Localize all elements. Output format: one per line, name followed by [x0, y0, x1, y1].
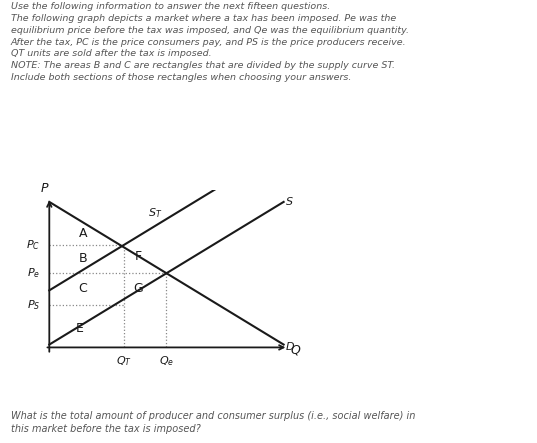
Text: E: E: [75, 322, 83, 334]
Text: B: B: [79, 253, 88, 265]
Text: D: D: [286, 342, 295, 352]
Text: G: G: [134, 283, 143, 295]
Text: $S_T$: $S_T$: [148, 206, 162, 221]
Text: C: C: [79, 283, 88, 295]
Text: What is the total amount of producer and consumer surplus (i.e., social welfare): What is the total amount of producer and…: [11, 411, 415, 434]
Text: $Q_T$: $Q_T$: [117, 354, 132, 368]
Text: S: S: [286, 197, 293, 207]
Text: F: F: [135, 249, 142, 263]
Text: $P_S$: $P_S$: [26, 298, 40, 311]
Text: $P_C$: $P_C$: [26, 238, 40, 252]
Text: Q: Q: [291, 344, 301, 357]
Text: P: P: [41, 182, 48, 195]
Text: $Q_e$: $Q_e$: [159, 354, 174, 368]
Text: $P_e$: $P_e$: [27, 266, 40, 280]
Text: A: A: [79, 227, 88, 240]
Text: Use the following information to answer the next fifteen questions.
The followin: Use the following information to answer …: [11, 2, 409, 82]
